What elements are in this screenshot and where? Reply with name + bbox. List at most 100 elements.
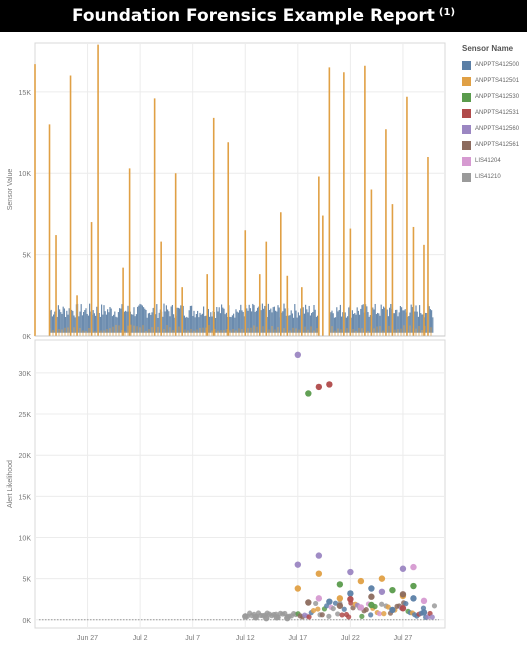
scatter-point	[378, 588, 386, 595]
scatter-point	[357, 577, 365, 585]
scatter-cluster-point	[403, 601, 409, 607]
legend-label: LIS41210	[475, 174, 501, 180]
scatter-cluster-point	[335, 611, 341, 617]
scatter-cluster-point	[385, 604, 391, 610]
scatter-point	[326, 598, 333, 605]
legend-swatch	[462, 124, 471, 134]
scatter-cluster-point	[306, 614, 312, 620]
scatter-point	[389, 586, 396, 594]
x-tick-label: Jul 22	[341, 635, 360, 642]
legend-label: ANPPTS412531	[475, 110, 520, 116]
legend-label: ANPPTS412530	[475, 94, 520, 100]
scatter-point	[294, 585, 302, 592]
bottom-y-tick-label: 25K	[19, 412, 32, 419]
bottom-y-tick-label: 0K	[22, 618, 31, 625]
x-tick-label: Jul 17	[288, 635, 307, 642]
scatter-point	[410, 582, 417, 590]
scatter-cluster-point	[429, 614, 435, 620]
scatter-cluster-point	[313, 600, 319, 607]
legend-item[interactable]: ANPPTS412560	[462, 121, 526, 137]
scatter-cluster-point	[315, 606, 321, 612]
scatter-point	[347, 590, 354, 597]
scatter-point	[399, 591, 407, 598]
legend-items: ANPPTS412500 ANPPTS412501 ANPPTS412530 ANPP…	[462, 57, 526, 185]
legend-item[interactable]: ANPPTS412501	[462, 73, 526, 89]
legend-swatch	[462, 60, 471, 70]
scatter-point	[336, 602, 344, 609]
scatter-point	[399, 605, 407, 612]
x-tick-label: Jun 27	[77, 635, 98, 642]
scatter-point	[336, 581, 344, 588]
top-y-tick-label: 0K	[22, 334, 31, 341]
scatter-cluster-point	[319, 612, 325, 618]
scatter-cluster-point	[341, 606, 347, 612]
scatter-point	[368, 593, 375, 600]
scatter-point	[347, 596, 354, 603]
scatter-point	[378, 575, 386, 582]
x-tick-label: Jul 2	[133, 635, 148, 642]
scatter-point	[252, 614, 259, 621]
bottom-y-tick-label: 20K	[19, 453, 32, 460]
scatter-point	[368, 585, 375, 592]
scatter-cluster-point	[431, 603, 438, 609]
scatter-point	[242, 613, 249, 620]
bottom-y-tick-label: 30K	[19, 371, 32, 378]
scatter-point	[336, 595, 344, 602]
scatter-point	[263, 614, 270, 622]
charts-svg: 0K 5K 10K 15K Sensor Value 0K 5K 10K 15K 20K 25K 30…	[7, 42, 446, 642]
scatter-cluster-point	[332, 600, 339, 606]
bottom-y-tick-label: 10K	[19, 535, 32, 542]
legend-item[interactable]: LIS41210	[462, 169, 526, 185]
scatter-point	[347, 568, 354, 576]
scatter-point	[368, 601, 375, 609]
legend-title: Sensor Name	[462, 44, 514, 53]
chart-area: 0K 5K 10K 15K Sensor Value 0K 5K 10K 15K 20K 25K 30…	[0, 38, 460, 650]
legend-swatch	[462, 92, 471, 102]
bottom-plot-frame	[34, 339, 446, 629]
scatter-point	[305, 390, 312, 397]
x-tick-label: Jul 12	[236, 635, 255, 642]
scatter-cluster-point	[326, 613, 332, 619]
legend-label: ANPPTS412501	[475, 78, 520, 84]
legend-swatch	[462, 108, 471, 118]
legend-item[interactable]: ANPPTS412531	[462, 105, 526, 121]
report-title: Foundation Forensics Example Report (1)	[0, 0, 527, 32]
scatter-point	[326, 381, 333, 388]
scatter-point	[315, 595, 323, 602]
legend-item[interactable]: LIS41204	[462, 153, 526, 169]
legend-item[interactable]: ANPPTS412530	[462, 89, 526, 105]
legend-label: LIS41204	[475, 158, 501, 164]
scatter-cluster-point	[381, 611, 387, 617]
scatter-cluster-point	[379, 601, 385, 607]
top-y-tick-label: 5K	[22, 253, 31, 260]
scatter-point	[315, 552, 323, 559]
bottom-y-tick-label: 15K	[19, 494, 32, 501]
bottom-y-tick-label: 5K	[22, 577, 31, 584]
bottom-y-axis-label: Alert Likelihood	[7, 460, 14, 508]
scatter-cluster-point	[330, 605, 336, 612]
scatter-cluster-point	[339, 612, 345, 618]
scatter-point	[399, 565, 407, 572]
legend: Sensor Name ANPPTS412500 ANPPTS412501 ANPP…	[462, 44, 526, 185]
scatter-point	[273, 614, 280, 621]
scatter-point	[410, 595, 417, 602]
top-y-tick-label: 10K	[19, 171, 32, 178]
top-y-tick-label: 15K	[19, 90, 32, 97]
top-y-axis-label: Sensor Value	[7, 169, 14, 211]
top-plot-frame	[34, 42, 446, 337]
scatter-cluster-point	[363, 607, 369, 613]
legend-item[interactable]: ANPPTS412500	[462, 57, 526, 73]
legend-swatch	[462, 156, 471, 166]
scatter-point	[410, 563, 417, 571]
scatter-point	[420, 597, 428, 605]
legend-swatch	[462, 76, 471, 86]
legend-swatch	[462, 172, 471, 182]
legend-item[interactable]: ANPPTS412561	[462, 137, 526, 153]
x-tick-label: Jul 7	[185, 635, 200, 642]
scatter-point	[420, 609, 428, 616]
x-tick-label: Jul 27	[394, 635, 413, 642]
scatter-point	[389, 606, 396, 614]
scatter-cluster-point	[346, 614, 352, 620]
scatter-point	[294, 351, 302, 359]
scatter-cluster-point	[310, 607, 317, 614]
